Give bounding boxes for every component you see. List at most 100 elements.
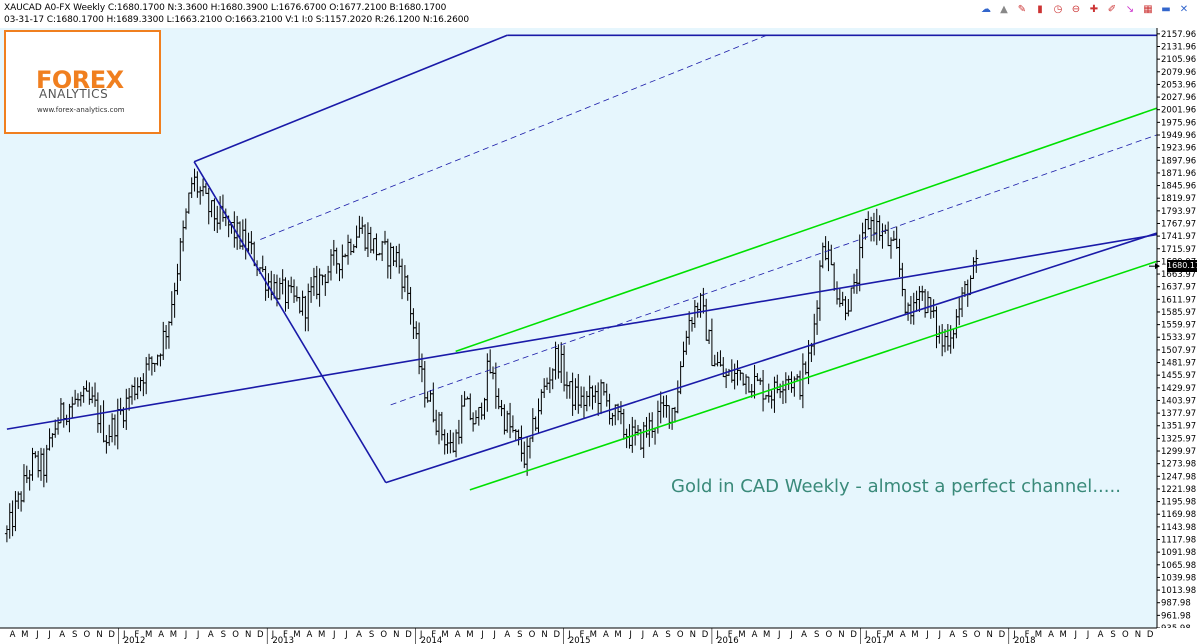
x-month-label: D: [553, 630, 560, 640]
pencil-icon[interactable]: ✐: [1107, 4, 1117, 15]
y-tick-label: 1403.97: [1161, 396, 1196, 406]
x-year-label: 2014: [421, 636, 443, 644]
y-tick-label: 1065.98: [1161, 561, 1196, 571]
clock-icon[interactable]: ◷: [1053, 4, 1063, 15]
x-month-label: A: [208, 630, 214, 640]
trend-line-blue-3[interactable]: [385, 232, 1157, 484]
bar-icon[interactable]: ▮: [1037, 4, 1043, 15]
y-tick-label: 1767.97: [1161, 219, 1196, 229]
x-month-label: D: [257, 630, 264, 640]
x-month-label: M: [763, 630, 770, 640]
no-entry-icon[interactable]: ⊖: [1071, 4, 1081, 15]
x-month-label: A: [752, 630, 758, 640]
chart-icon[interactable]: ▲: [1000, 4, 1008, 15]
last-price-arrow: [1155, 263, 1160, 270]
y-tick-label: 2131.96: [1161, 42, 1196, 52]
x-month-label: M: [170, 630, 177, 640]
x-month-label: A: [504, 630, 510, 640]
x-month-label: F: [431, 630, 436, 640]
y-tick-label: 1247.98: [1161, 472, 1196, 482]
x-month-label: A: [158, 630, 164, 640]
x-month-label: M: [738, 630, 745, 640]
y-axis-panel: [1157, 28, 1200, 628]
x-month-label: D: [702, 630, 709, 640]
grid-icon[interactable]: ▦: [1143, 4, 1153, 15]
y-tick-label: 1559.97: [1161, 321, 1196, 331]
y-tick-label: 1481.97: [1161, 359, 1196, 369]
x-month-label: S: [814, 630, 819, 640]
x-month-label: J: [271, 630, 275, 640]
x-month-label: S: [369, 630, 374, 640]
x-month-label: J: [1086, 630, 1090, 640]
x-month-label: J: [480, 630, 484, 640]
trend-line-blue-4[interactable]: [193, 34, 508, 163]
last-price-tag: 1680.17: [1167, 260, 1200, 273]
y-tick-label: 1507.97: [1161, 346, 1196, 356]
y-tick-label: 1455.97: [1161, 371, 1196, 381]
x-month-label: M: [590, 630, 597, 640]
y-tick-label: 1741.97: [1161, 232, 1196, 242]
x-month-label: F: [134, 630, 139, 640]
x-month-label: N: [393, 630, 399, 640]
plus-icon[interactable]: ✚: [1089, 4, 1099, 15]
x-month-label: D: [405, 630, 412, 640]
y-tick-label: 1377.97: [1161, 409, 1196, 419]
y-tick-label: 2027.96: [1161, 93, 1196, 103]
x-month-label: O: [84, 630, 91, 640]
x-month-label: J: [715, 630, 719, 640]
y-tick-label: 1871.96: [1161, 169, 1196, 179]
trend-line-green-8[interactable]: [455, 107, 1157, 353]
x-year-label: 2013: [272, 636, 294, 644]
close-icon[interactable]: ✕: [1179, 4, 1189, 15]
x-month-label: O: [232, 630, 239, 640]
y-tick-label: 1975.96: [1161, 118, 1196, 128]
x-month-label: J: [344, 630, 348, 640]
x-month-label: D: [999, 630, 1006, 640]
trend-line-blue-2[interactable]: [193, 161, 387, 484]
x-month-label: F: [283, 630, 288, 640]
y-tick-label: 1299.97: [1161, 447, 1196, 457]
x-month-label: J: [1074, 630, 1078, 640]
cloud-icon[interactable]: ☁: [981, 4, 991, 15]
y-tick-label: 1429.97: [1161, 384, 1196, 394]
trend-line-green-9[interactable]: [469, 260, 1157, 491]
forex-analytics-logo: FOREX ANALYTICS www.forex-analytics.com: [4, 30, 161, 134]
arrow-icon[interactable]: ↘: [1125, 4, 1135, 15]
trend-line-blue-1[interactable]: [6, 233, 1157, 430]
x-month-label: A: [455, 630, 461, 640]
x-month-label: M: [911, 630, 918, 640]
x-month-label: O: [1122, 630, 1129, 640]
x-month-label: N: [838, 630, 844, 640]
x-month-label: J: [925, 630, 929, 640]
y-tick-label: 1845.96: [1161, 182, 1196, 192]
y-tick-label: 1039.98: [1161, 573, 1196, 583]
x-month-label: J: [122, 630, 126, 640]
x-month-label: O: [380, 630, 387, 640]
x-month-label: M: [1060, 630, 1067, 640]
x-month-label: J: [864, 630, 868, 640]
x-month-label: N: [987, 630, 993, 640]
y-tick-label: 1715.97: [1161, 245, 1196, 255]
trend-line-blue-6[interactable]: [260, 34, 767, 240]
y-tick-label: 1195.98: [1161, 498, 1196, 508]
pen-icon[interactable]: ✎: [1017, 4, 1027, 15]
x-month-label: J: [492, 630, 496, 640]
x-month-label: N: [96, 630, 102, 640]
y-tick-label: 1091.98: [1161, 548, 1196, 558]
x-month-label: M: [21, 630, 28, 640]
x-month-label: A: [356, 630, 362, 640]
minimize-icon[interactable]: ▬: [1161, 4, 1171, 15]
x-month-label: O: [826, 630, 833, 640]
x-month-label: A: [307, 630, 313, 640]
chart-header: XAUCAD A0-FX Weekly C:1680.1700 N:3.3600…: [0, 0, 1200, 26]
x-month-label: M: [318, 630, 325, 640]
x-year-label: 2012: [124, 636, 146, 644]
x-month-label: S: [962, 630, 967, 640]
x-month-label: J: [419, 630, 423, 640]
x-month-label: J: [35, 630, 39, 640]
plot-area[interactable]: [0, 28, 1157, 628]
x-month-label: J: [777, 630, 781, 640]
trend-line-blue-7[interactable]: [390, 134, 1157, 406]
